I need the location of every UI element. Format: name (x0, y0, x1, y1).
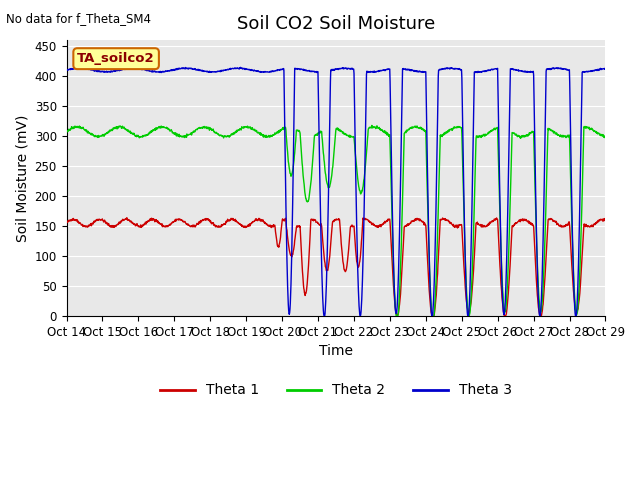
X-axis label: Time: Time (319, 344, 353, 358)
Y-axis label: Soil Moisture (mV): Soil Moisture (mV) (15, 114, 29, 241)
Legend: Theta 1, Theta 2, Theta 3: Theta 1, Theta 2, Theta 3 (154, 378, 518, 403)
Text: TA_soilco2: TA_soilco2 (77, 52, 155, 65)
Text: No data for f_Theta_SM4: No data for f_Theta_SM4 (6, 12, 152, 25)
Title: Soil CO2 Soil Moisture: Soil CO2 Soil Moisture (237, 15, 435, 33)
